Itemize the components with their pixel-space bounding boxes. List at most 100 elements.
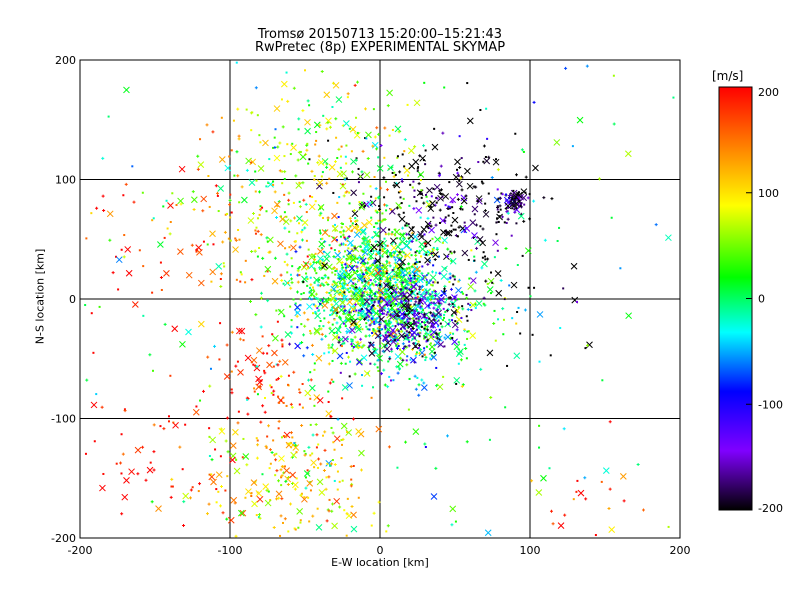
data-point-dot [397,308,400,311]
data-point-dot [376,309,379,312]
data-point-dot [389,301,392,304]
data-point-dot [309,276,312,279]
data-point-dot [289,153,292,156]
data-point-dot [463,328,466,331]
data-point-plus [622,499,626,503]
data-point-plus [315,433,319,437]
data-point-dot [457,298,460,301]
data-point-dot [311,196,314,199]
colorbar-tick-label: -200 [758,502,783,515]
data-point-dot [435,271,438,274]
data-point-plus [528,217,532,221]
data-point-dot [396,279,399,282]
data-point-plus [490,175,494,179]
data-point-dot [291,265,294,268]
data-point-dot [403,315,406,318]
data-point-plus [520,148,524,152]
data-point-plus [354,282,358,286]
data-point-dot [455,382,458,385]
data-point-plus [280,338,284,342]
data-point-dot [454,520,457,523]
data-point-x [384,339,392,347]
data-point-dot [339,270,342,273]
data-point-x [321,302,329,309]
data-point-x [300,263,308,271]
grid-lines [80,60,680,538]
data-point-x [407,276,414,283]
data-point-dot [343,236,346,239]
data-point-plus [360,249,364,253]
data-point-dot [336,156,339,159]
data-point-dot [345,177,348,180]
data-point-dot [272,183,275,186]
data-point-dot [353,245,356,248]
data-point-dot [357,496,360,499]
data-point-dot [384,233,387,236]
data-point-x [403,294,410,302]
data-point-dot [457,174,460,177]
data-point-x [208,473,216,481]
data-point-plus [392,175,396,179]
data-point-dot [436,247,439,250]
data-point-x [275,490,283,498]
data-point-plus [349,342,353,346]
data-point-plus [341,287,345,291]
data-point-dot [351,291,354,294]
data-point-dot [339,344,342,347]
data-point-dot [346,497,349,500]
data-point-dot [454,299,457,302]
data-point-plus [512,199,516,203]
data-point-dot [572,498,575,501]
data-point-plus [352,417,356,421]
data-point-dot [408,274,411,277]
data-point-x [469,219,477,226]
data-point-x [393,228,401,236]
data-point-dot [435,366,438,369]
data-point-dot [349,287,352,290]
data-point-dot [254,170,257,173]
data-point-x [426,186,433,194]
data-point-dot [340,226,343,229]
data-point-x [192,408,200,416]
data-point-x [315,354,323,362]
data-point-dot [345,162,348,165]
data-point-dot [340,145,343,148]
data-point-plus [486,257,490,261]
data-point-plus [352,270,356,274]
data-point-x [417,171,425,178]
data-point-dot [167,415,170,418]
data-point-dot [334,229,337,232]
data-point-dot [361,384,364,387]
data-point-dot [463,221,466,224]
data-point-dot [410,329,413,332]
data-point-dot [214,448,217,451]
data-point-plus [296,280,300,284]
data-point-dot [369,341,372,344]
data-point-dot [222,262,225,265]
data-point-plus [233,501,237,505]
data-point-plus [416,295,420,299]
data-point-x [331,235,338,243]
data-point-plus [399,356,403,360]
data-point-dot [513,208,516,211]
data-point-dot [280,98,283,101]
data-point-x [381,262,389,270]
data-point-plus [345,190,349,194]
data-point-plus [273,190,277,194]
data-point-dot [447,214,450,217]
data-point-dot [420,192,423,195]
data-point-x [209,268,217,276]
data-point-x [185,271,193,279]
data-point-plus [395,206,399,210]
data-point-dot [340,305,343,308]
data-point-x [350,189,358,197]
data-point-dot [453,275,456,278]
data-point-dot [426,225,429,228]
data-point-plus [474,270,478,274]
data-point-dot [255,366,258,369]
data-point-plus [353,219,357,223]
data-point-dot [346,289,349,292]
data-point-dot [327,390,330,393]
data-point-plus [299,493,303,497]
data-point-plus [259,420,263,424]
